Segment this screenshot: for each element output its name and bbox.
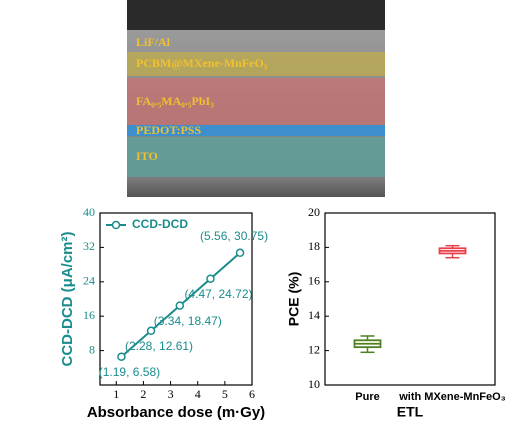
layer-label: LiF/Al (136, 35, 171, 49)
y-tick-label: 10 (308, 377, 320, 391)
layer-label: PEDOT:PSS (136, 123, 201, 137)
x-axis-label: Absorbance dose (m·Gy) (87, 404, 265, 421)
x-tick-label: 6 (249, 387, 255, 401)
y-tick-label: 18 (308, 239, 320, 253)
y-tick-label: 32 (83, 239, 95, 253)
data-label: (1.19, 6.58) (99, 365, 160, 379)
plot-frame (99, 212, 253, 386)
x-tick-label: Pure (355, 391, 379, 403)
data-point (175, 301, 185, 310)
x-tick-label: 5 (222, 387, 228, 401)
data-label: (5.56, 30.75) (200, 229, 268, 243)
y-tick-label: 24 (83, 274, 95, 288)
x-tick-label: 3 (168, 387, 174, 401)
y-tick-label: 16 (308, 274, 320, 288)
data-point (117, 352, 126, 361)
layer-label: ITO (136, 149, 158, 163)
y-tick-label: 16 (83, 308, 95, 322)
x-tick-label: with MXene-MnFeO₃ (398, 391, 506, 403)
legend-marker (111, 220, 121, 230)
y-axis-label: PCE (%) (286, 272, 302, 326)
data-point (235, 248, 245, 258)
data-label: (2.28, 12.61) (125, 339, 193, 353)
y-tick-label: 8 (89, 342, 95, 356)
data-point (146, 326, 156, 336)
x-tick-label: 2 (140, 387, 146, 401)
x-axis-label: ETL (397, 404, 424, 420)
y-tick-label: 12 (308, 342, 320, 356)
y-tick-label: 40 (83, 205, 95, 219)
y-axis-label: CCD-DCD (μA/cm²) (59, 231, 76, 366)
y-tick-label: 20 (308, 205, 320, 219)
x-tick-label: 1 (113, 387, 119, 401)
plot-frame (324, 212, 496, 386)
sem-image (127, 0, 385, 197)
layer-label: PCBM@MXene-MnFeO₃ (136, 56, 268, 70)
data-label: (3.34, 18.47) (154, 314, 222, 328)
data-point (206, 274, 215, 283)
layer-label: FA₀.₅MA₀.₅PbI₃ (136, 94, 214, 108)
y-tick-label: 14 (308, 308, 320, 322)
x-tick-label: 4 (195, 387, 201, 401)
legend-label: CCD-DCD (132, 217, 188, 231)
data-label: (4.47, 24.72) (184, 287, 252, 301)
